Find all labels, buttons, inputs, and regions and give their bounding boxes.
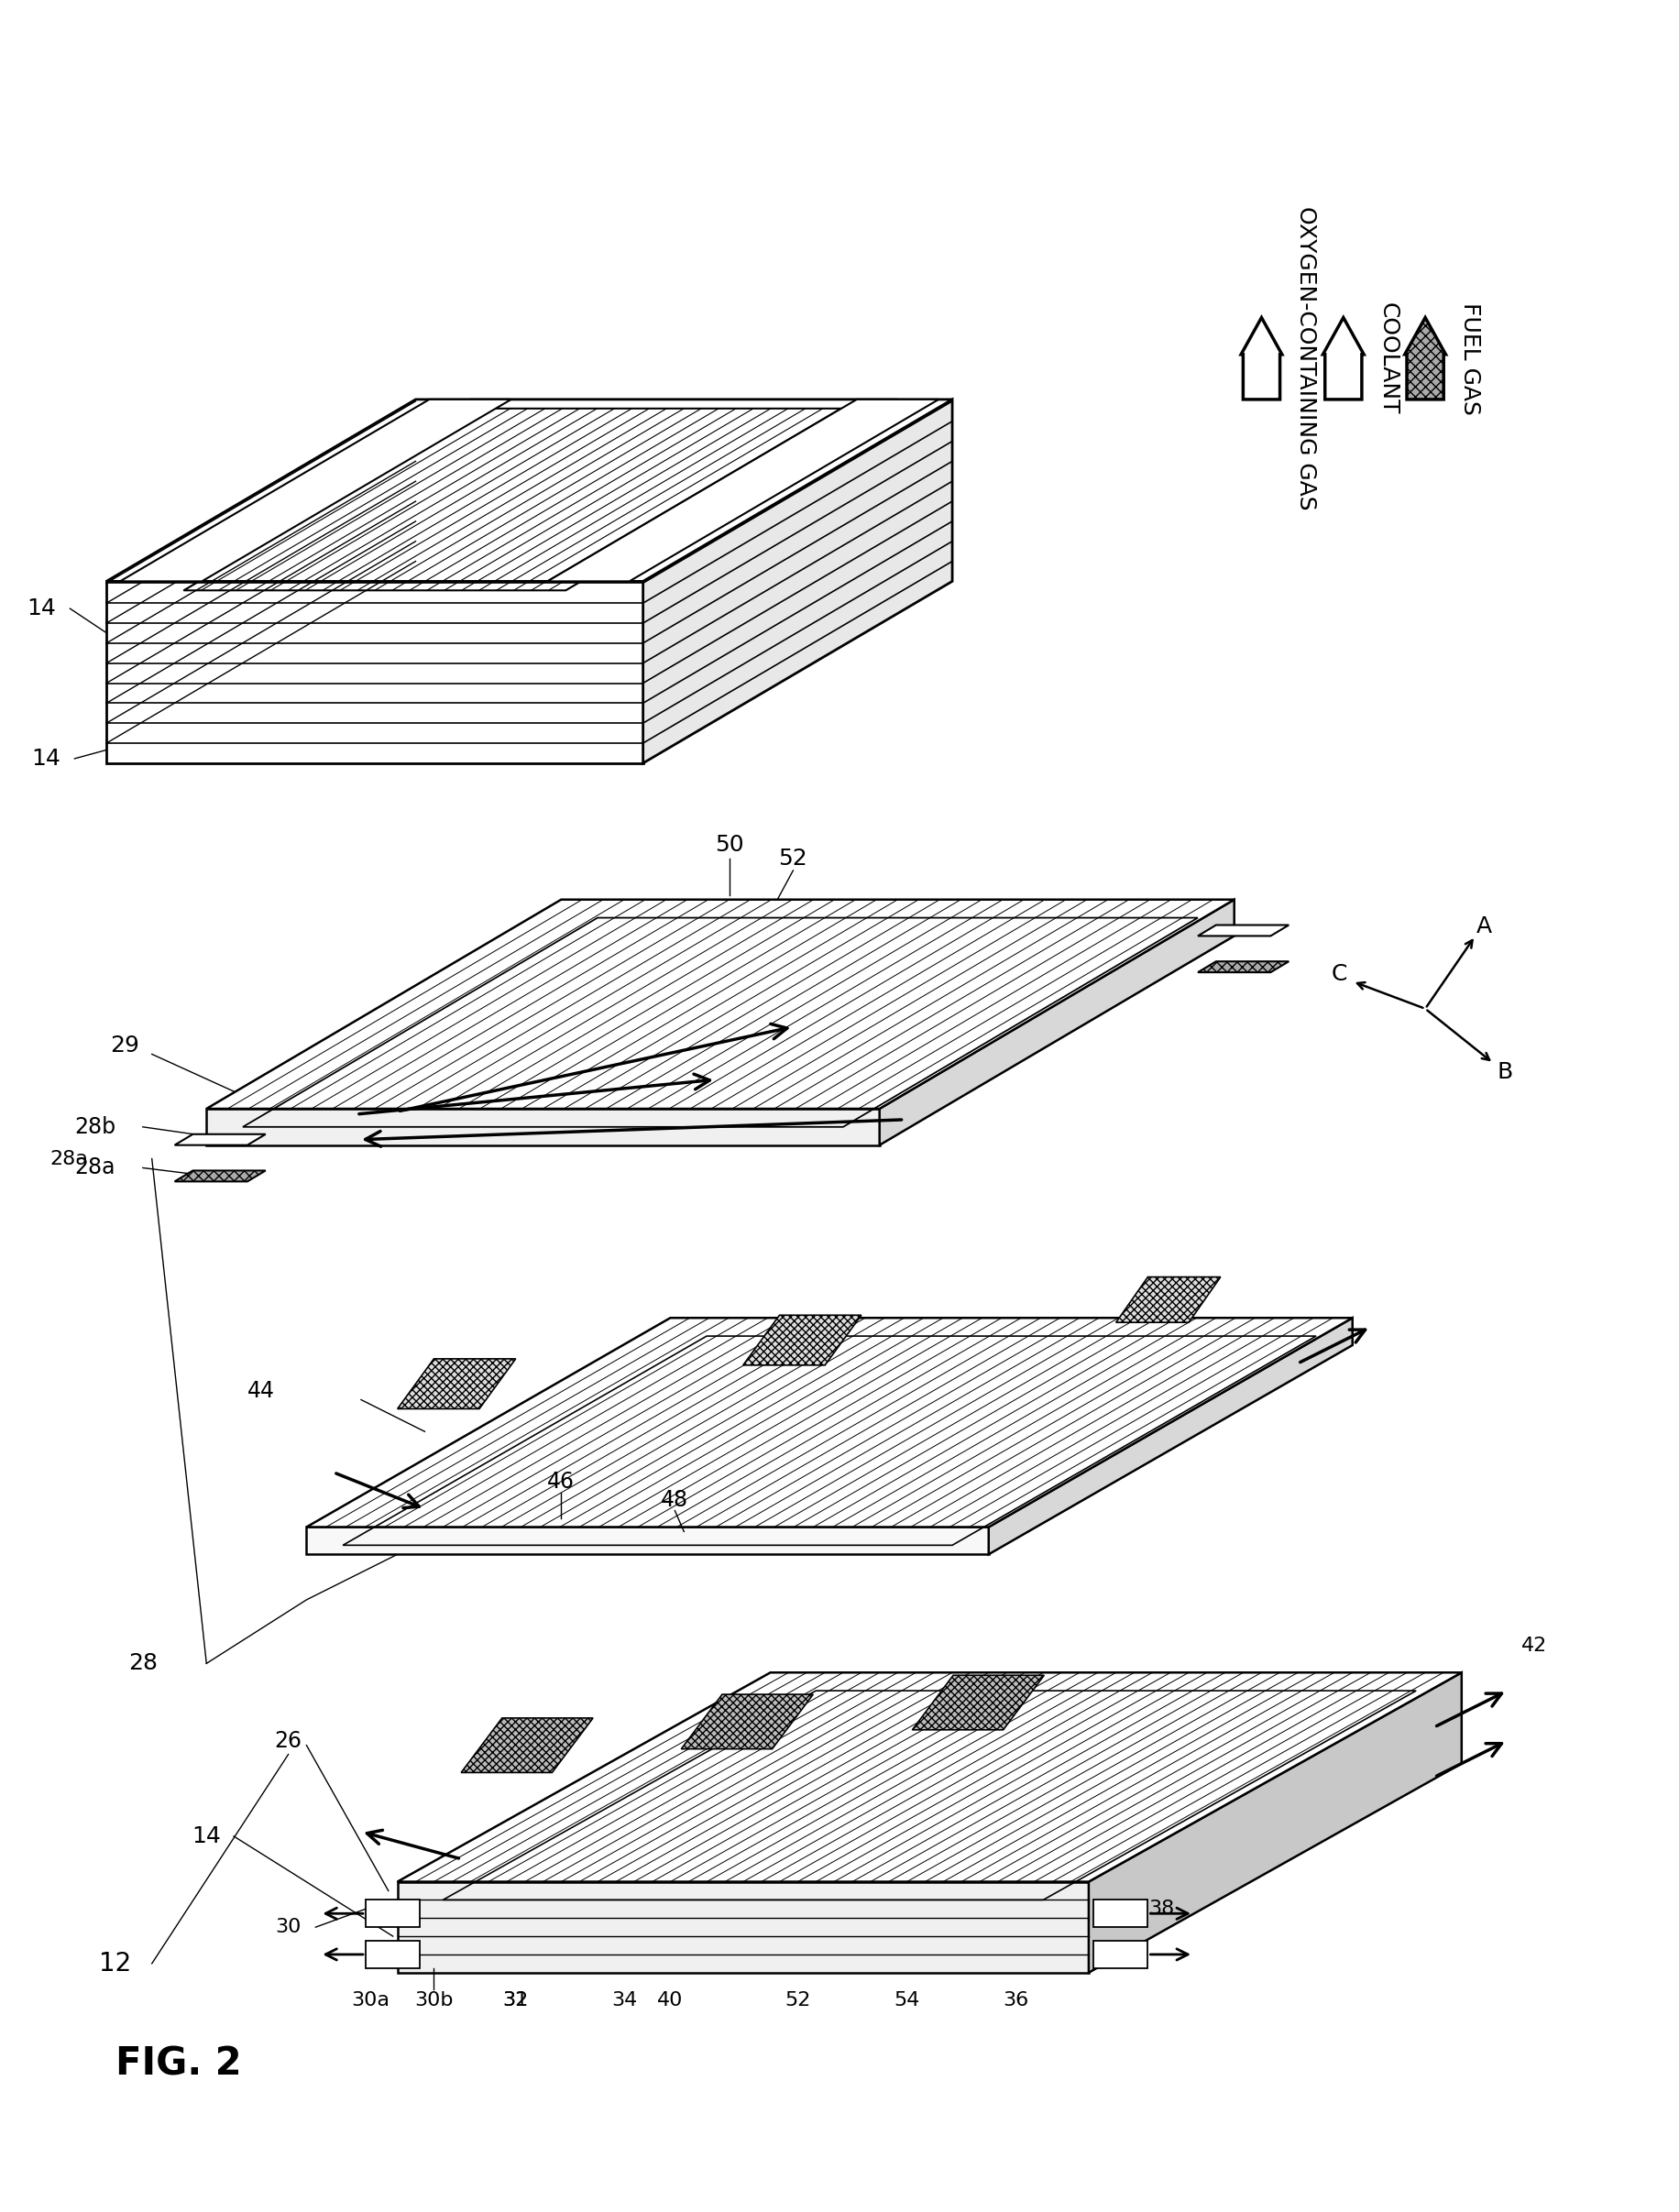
Text: 32: 32 <box>502 1991 529 2008</box>
Text: 31: 31 <box>502 1991 529 2008</box>
Polygon shape <box>547 400 939 582</box>
Polygon shape <box>1197 925 1289 936</box>
Text: 14: 14 <box>32 748 60 770</box>
Polygon shape <box>207 1108 880 1146</box>
Text: FUEL GAS: FUEL GAS <box>1459 303 1481 416</box>
Text: C: C <box>1331 962 1347 984</box>
Text: 44: 44 <box>247 1380 275 1402</box>
Polygon shape <box>1093 1900 1148 1927</box>
Text: 48: 48 <box>662 1489 688 1511</box>
Text: 26: 26 <box>275 1730 302 1752</box>
Polygon shape <box>1323 319 1363 400</box>
Polygon shape <box>307 1526 989 1555</box>
Polygon shape <box>106 582 643 763</box>
Text: 14: 14 <box>191 1825 222 1847</box>
Text: 46: 46 <box>547 1471 574 1493</box>
Polygon shape <box>989 1318 1353 1555</box>
Text: 52: 52 <box>784 1991 811 2008</box>
Text: 52: 52 <box>779 847 808 869</box>
Text: 12: 12 <box>99 1951 131 1975</box>
Text: 38: 38 <box>1148 1900 1174 1918</box>
Text: OXYGEN-CONTAINING GAS: OXYGEN-CONTAINING GAS <box>1295 206 1316 511</box>
Text: 30b: 30b <box>415 1991 453 2008</box>
Polygon shape <box>912 1674 1044 1730</box>
Text: 28a: 28a <box>50 1150 89 1168</box>
Polygon shape <box>307 1318 1353 1526</box>
Text: B: B <box>1498 1062 1513 1084</box>
Text: 28a: 28a <box>76 1157 116 1179</box>
Text: 54: 54 <box>893 1991 920 2008</box>
Text: 34: 34 <box>611 1991 638 2008</box>
Polygon shape <box>462 1719 593 1772</box>
Text: 28: 28 <box>128 1652 158 1674</box>
Text: 40: 40 <box>656 1991 683 2008</box>
Text: FIG. 2: FIG. 2 <box>116 2044 242 2084</box>
Text: COOLANT: COOLANT <box>1377 303 1399 414</box>
Polygon shape <box>366 1940 420 1969</box>
Polygon shape <box>880 900 1234 1146</box>
Polygon shape <box>643 400 952 763</box>
Text: 36: 36 <box>1002 1991 1029 2008</box>
Text: 50: 50 <box>715 834 744 856</box>
Polygon shape <box>175 1135 265 1146</box>
Polygon shape <box>398 1672 1462 1882</box>
Polygon shape <box>682 1694 813 1750</box>
Polygon shape <box>1093 1940 1148 1969</box>
Text: 42: 42 <box>1521 1637 1548 1655</box>
Polygon shape <box>366 1900 420 1927</box>
Polygon shape <box>175 1170 265 1181</box>
Polygon shape <box>207 900 1234 1108</box>
Polygon shape <box>106 400 952 582</box>
Text: 14: 14 <box>27 597 57 619</box>
Polygon shape <box>744 1316 861 1365</box>
Text: 30: 30 <box>275 1918 301 1936</box>
Polygon shape <box>121 400 510 582</box>
Polygon shape <box>1241 319 1283 400</box>
Text: 30a: 30a <box>351 1991 390 2008</box>
Polygon shape <box>1197 962 1289 973</box>
Polygon shape <box>398 1882 1088 1973</box>
Text: A: A <box>1476 916 1493 938</box>
Polygon shape <box>398 1358 515 1409</box>
Polygon shape <box>1088 1672 1462 1973</box>
Polygon shape <box>1117 1276 1221 1323</box>
Text: 29: 29 <box>111 1033 139 1055</box>
Text: 28b: 28b <box>74 1115 116 1137</box>
Polygon shape <box>1405 319 1446 400</box>
